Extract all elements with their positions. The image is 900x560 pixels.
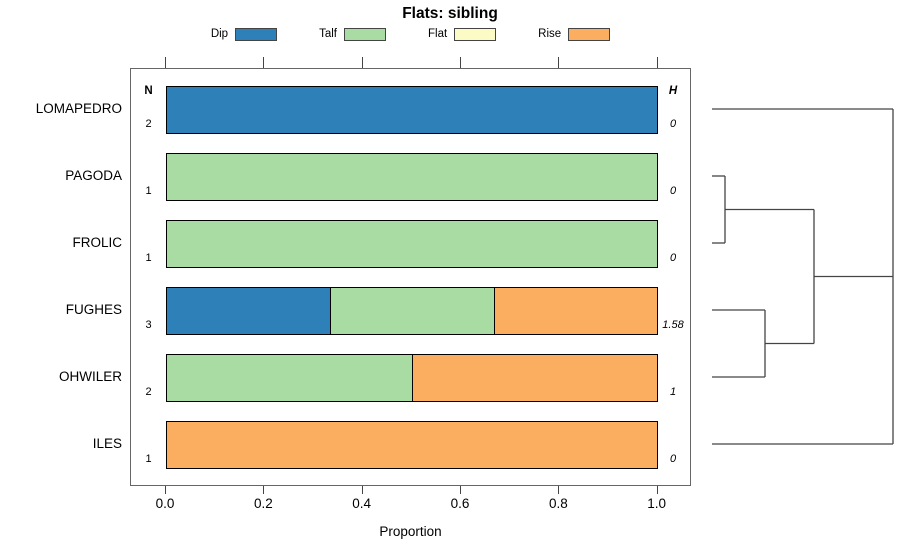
- bar-segment-rise: [167, 422, 657, 468]
- x-axis-title: Proportion: [379, 524, 442, 539]
- h-column-header: H: [668, 85, 678, 97]
- bar-segment-rise: [493, 288, 657, 334]
- x-tick-bottom: [361, 486, 363, 494]
- legend-item-rise: Rise: [538, 27, 611, 41]
- x-tick-bottom: [263, 486, 265, 494]
- bar-fughes: [166, 287, 658, 335]
- legend-swatch-rise: [568, 27, 611, 41]
- legend-swatch-dip: [235, 27, 278, 41]
- bar-segment-rise: [411, 355, 657, 401]
- bar-lomapedro: [166, 86, 658, 134]
- x-tick-top: [165, 57, 166, 68]
- x-tick-top: [558, 57, 560, 68]
- x-tick-bottom: [656, 486, 658, 494]
- x-tick-top: [361, 57, 363, 68]
- legend: Dip Talf Flat Rise: [130, 25, 691, 43]
- x-tick-label: 0.8: [548, 496, 568, 511]
- legend-label: Talf: [319, 28, 337, 40]
- bar-segment-dip: [167, 87, 657, 133]
- legend-item-dip: Dip: [210, 27, 278, 41]
- x-tick-bottom: [558, 486, 560, 494]
- x-tick-label: 1.0: [647, 496, 667, 511]
- h-value: 0: [669, 185, 677, 197]
- h-value: 0: [669, 252, 677, 264]
- legend-swatch-flat: [454, 27, 497, 41]
- bar-segment-talf: [167, 221, 657, 267]
- n-value: 1: [145, 453, 152, 465]
- bar-frolic: [166, 220, 658, 268]
- legend-label: Dip: [210, 28, 229, 40]
- legend-item-talf: Talf: [319, 27, 386, 41]
- x-tick-label: 0.0: [155, 496, 175, 511]
- legend-label: Flat: [427, 28, 448, 40]
- h-value: 0: [669, 453, 677, 465]
- bar-segment-talf: [330, 288, 494, 334]
- legend-item-flat: Flat: [427, 27, 497, 41]
- x-tick-label: 0.4: [352, 496, 372, 511]
- n-value: 1: [145, 252, 152, 264]
- x-tick-label: 0.2: [253, 496, 273, 511]
- category-label-fughes: FUGHES: [65, 302, 122, 317]
- n-value: 3: [145, 319, 152, 331]
- legend-swatch-talf: [343, 27, 386, 41]
- x-tick-top: [263, 57, 265, 68]
- h-value: 1.58: [662, 319, 684, 331]
- legend-label: Rise: [538, 28, 562, 40]
- plot-area: N H 2 0 1 0 1 0 3 1.58 2 1 1 0: [130, 68, 691, 486]
- bar-segment-talf: [167, 355, 412, 401]
- x-tick-top: [656, 57, 658, 68]
- x-tick-top: [460, 57, 462, 68]
- bar-segment-talf: [167, 154, 657, 200]
- bar-iles: [166, 421, 658, 469]
- n-value: 2: [145, 386, 152, 398]
- category-label-pagoda: PAGODA: [65, 168, 122, 183]
- bar-pagoda: [166, 153, 658, 201]
- h-value: 1: [669, 386, 677, 398]
- bar-segment-dip: [167, 288, 331, 334]
- category-label-iles: ILES: [92, 436, 122, 451]
- x-tick-label: 0.6: [450, 496, 470, 511]
- chart-title: Flats: sibling: [402, 5, 498, 22]
- bar-ohwiler: [166, 354, 658, 402]
- x-tick-bottom: [165, 486, 166, 494]
- n-value: 1: [145, 185, 152, 197]
- category-label-ohwiler: OHWILER: [58, 369, 122, 384]
- n-value: 2: [145, 118, 152, 130]
- h-value: 0: [669, 118, 677, 130]
- n-column-header: N: [144, 85, 153, 97]
- category-label-lomapedro: LOMAPEDRO: [35, 101, 122, 116]
- x-tick-bottom: [460, 486, 462, 494]
- category-label-frolic: FROLIC: [72, 235, 122, 250]
